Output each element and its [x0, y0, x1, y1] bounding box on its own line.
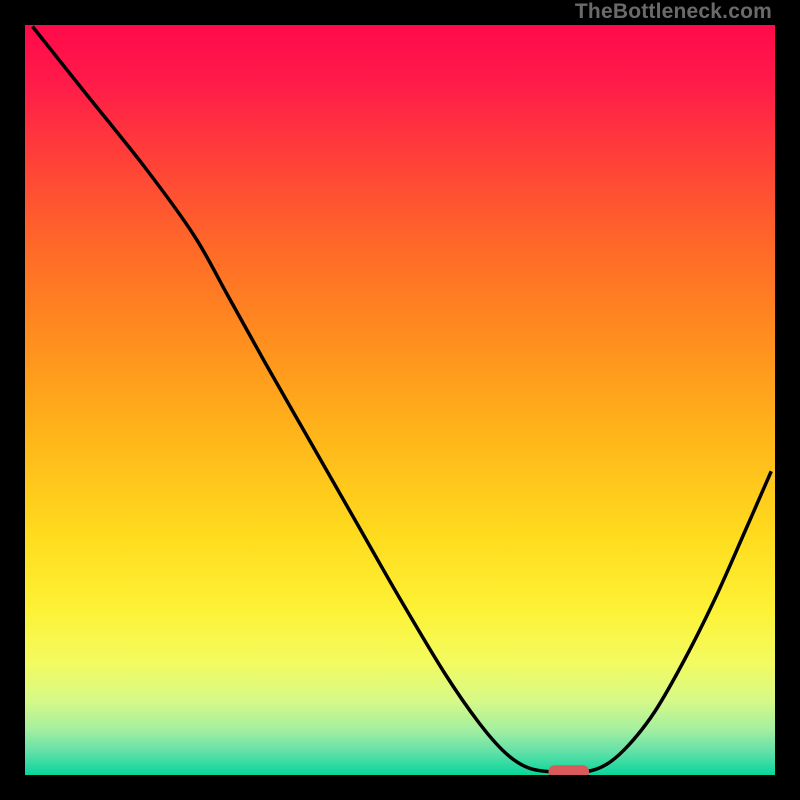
plot-area: [25, 25, 775, 775]
plot-svg: [25, 25, 775, 775]
gradient-background: [25, 25, 775, 775]
watermark-label: TheBottleneck.com: [575, 0, 772, 24]
optimum-marker: [549, 765, 590, 775]
chart-frame: TheBottleneck.com: [0, 0, 800, 800]
